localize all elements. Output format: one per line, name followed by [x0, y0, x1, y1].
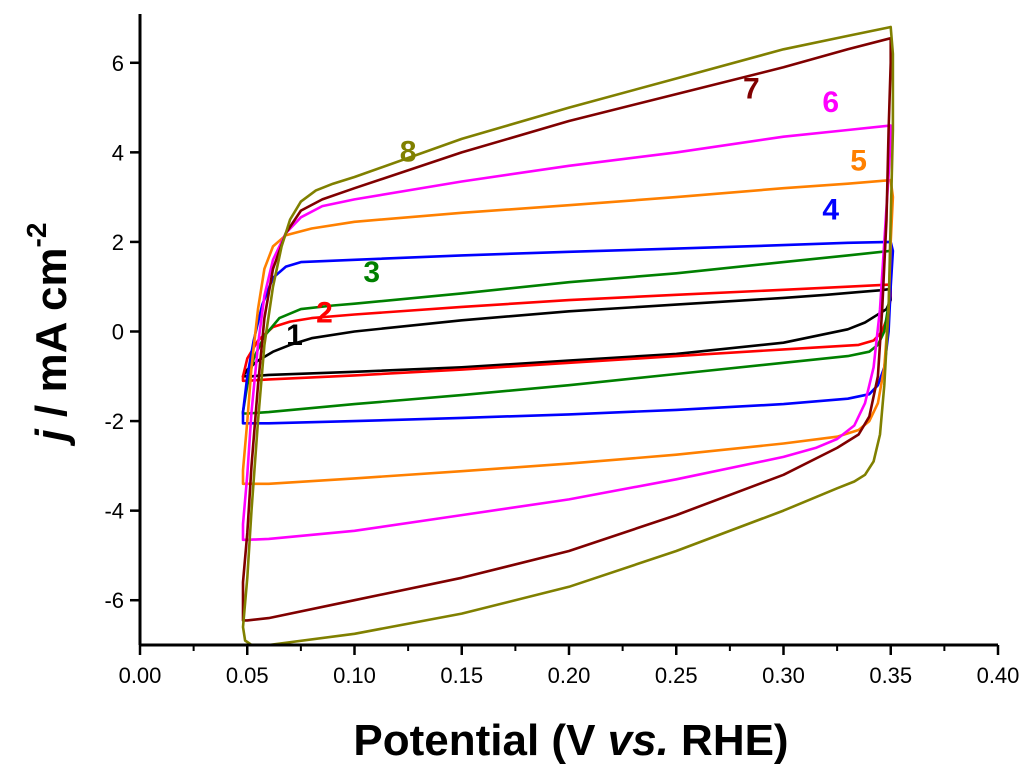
y-tick-label: 2	[112, 230, 124, 255]
x-tick-label: 0.00	[119, 663, 162, 688]
y-tick-label: -2	[104, 409, 124, 434]
x-tick-label: 0.35	[869, 663, 912, 688]
curve-label-6: 6	[822, 86, 839, 119]
y-axis-title-superscript: -2	[21, 223, 52, 248]
x-tick-label: 0.15	[440, 663, 483, 688]
curve-label-8: 8	[400, 135, 417, 168]
axes-group: 0.00 0.05 0.10 0.15 0.20 0.25 0.30 0.35 0.40 -6 -4…	[104, 14, 1019, 688]
curve-label-group: 123 456 7 8	[286, 73, 867, 352]
curve-group	[241, 25, 895, 647]
x-tick-label: 0.30	[762, 663, 805, 688]
y-tick-label: -4	[104, 499, 124, 524]
cv-curve-4	[241, 240, 895, 425]
cv-curve-6	[241, 124, 892, 542]
y-tick-label: -6	[104, 588, 124, 613]
x-tick-label: 0.05	[226, 663, 269, 688]
x-tick-label: 0.20	[548, 663, 591, 688]
x-axis-title: Potential (V vs. RHE)	[353, 716, 788, 765]
x-axis-title-italic: vs.	[608, 716, 669, 765]
curve-label-5: 5	[850, 144, 867, 177]
x-axis-title-main: Potential (V	[353, 716, 607, 765]
curve-label-7: 7	[743, 73, 760, 106]
cv-curve-3	[241, 249, 892, 415]
x-axis-title-rest: RHE)	[669, 716, 789, 765]
x-tick-label: 0.25	[655, 663, 698, 688]
curve-label-1: 1	[286, 319, 303, 352]
y-tick-label: 6	[112, 51, 124, 76]
y-tick-label: 4	[112, 140, 124, 165]
y-tick-label: 0	[112, 320, 124, 345]
cv-curve-7	[241, 36, 892, 622]
y-axis-title: j / mA cm-2	[21, 223, 76, 447]
curve-label-2: 2	[316, 297, 333, 330]
y-axis-title-main: / mA cm	[27, 247, 76, 429]
curve-label-3: 3	[363, 256, 380, 289]
cv-curve-8	[241, 25, 895, 647]
cv-curve-5	[241, 178, 895, 486]
x-tick-label: 0.10	[333, 663, 376, 688]
y-axis-title-italic: j	[27, 428, 76, 446]
x-tick-label: 0.40	[977, 663, 1020, 688]
curve-label-4: 4	[822, 194, 839, 227]
